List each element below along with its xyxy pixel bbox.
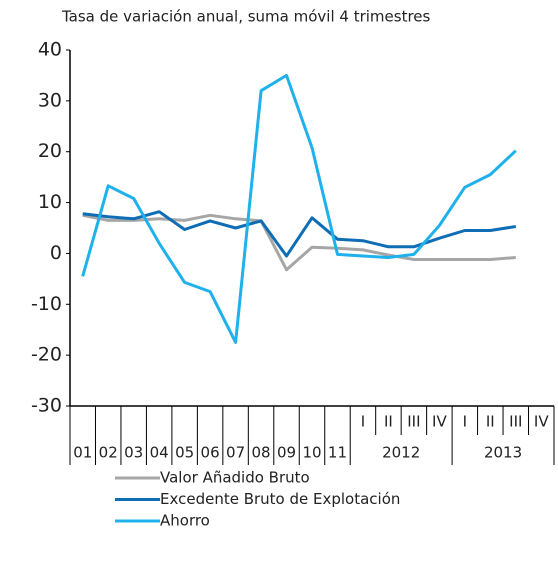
x-tick-label: 10 (302, 444, 321, 462)
x-tick-label: III (509, 413, 522, 431)
legend-label: Valor Añadido Bruto (160, 469, 310, 487)
series-line (82, 210, 517, 258)
x-tick-label: 07 (226, 444, 245, 462)
x-tick-label: 06 (201, 444, 220, 462)
x-tick-label: 08 (252, 444, 271, 462)
y-tick-label: 10 (38, 191, 62, 213)
chart-title: Tasa de variación anual, suma móvil 4 tr… (61, 8, 431, 26)
x-tick-label: 02 (99, 444, 118, 462)
x-tick-label: 05 (175, 444, 194, 462)
series-line (82, 213, 516, 272)
x-tick-label: II (486, 413, 495, 431)
y-tick-label: 20 (38, 140, 62, 162)
legend-label: Excedente Bruto de Explotación (160, 490, 400, 508)
y-tick-label: -30 (31, 395, 62, 417)
x-tick-label: II (384, 413, 393, 431)
x-tick-label: 04 (150, 444, 169, 462)
series-line (81, 73, 517, 344)
legend-label: Ahorro (160, 512, 210, 530)
y-tick-label: 40 (38, 39, 62, 61)
y-tick-label: 30 (38, 89, 62, 111)
y-tick-label: -10 (31, 293, 62, 315)
y-tick-label: 0 (50, 242, 62, 264)
x-group-label: 2012 (382, 444, 420, 462)
y-tick-label: -20 (31, 344, 62, 366)
x-tick-label: 11 (328, 444, 347, 462)
x-tick-label: 03 (124, 444, 143, 462)
x-tick-label: III (407, 413, 420, 431)
x-tick-label: IV (534, 413, 549, 431)
x-tick-label: IV (432, 413, 447, 431)
x-tick-label: I (361, 413, 365, 431)
x-group-label: 2013 (484, 444, 522, 462)
x-tick-label: I (463, 413, 467, 431)
x-tick-label: 01 (73, 444, 92, 462)
x-tick-label: 09 (277, 444, 296, 462)
